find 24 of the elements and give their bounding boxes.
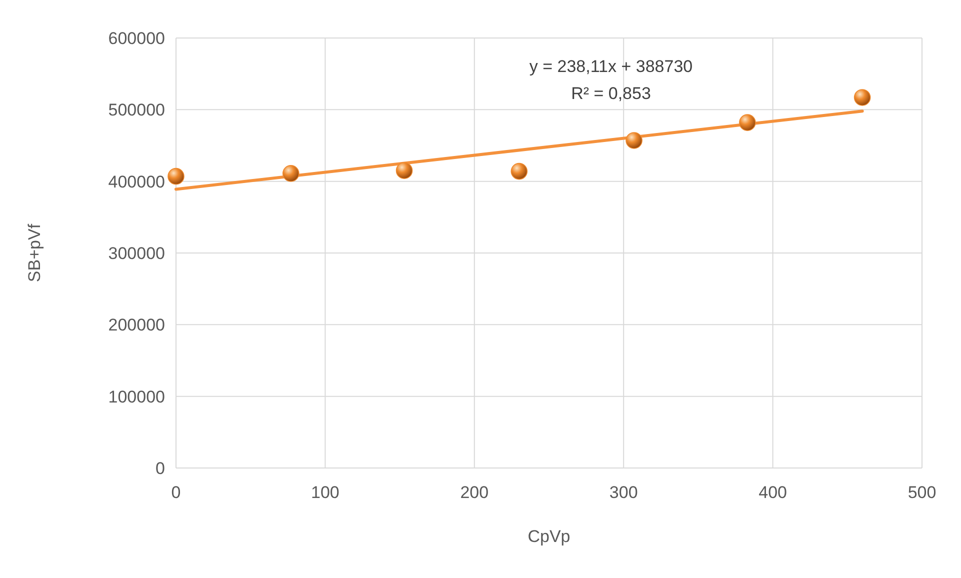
x-tick-label: 300 (609, 483, 638, 502)
x-tick-label: 100 (311, 483, 340, 502)
x-axis-title: CpVp (528, 527, 570, 546)
y-tick-label: 400000 (108, 172, 165, 192)
y-tick-label: 100000 (108, 387, 165, 406)
point (510, 162, 528, 180)
x-tick-label: 500 (908, 483, 936, 502)
x-tick-label: 200 (460, 483, 489, 502)
y-tick-label: 500000 (108, 100, 165, 120)
y-tick-label: 200000 (108, 316, 165, 335)
point (854, 89, 871, 106)
point (168, 168, 184, 185)
y-tick-label: 600000 (108, 29, 165, 48)
x-tick-label: 0 (171, 483, 181, 502)
annotation: R² = 0,853 (571, 84, 651, 103)
point (626, 132, 642, 149)
point (396, 162, 413, 179)
annotation: y = 238,11x + 388730 (529, 57, 693, 76)
y-tick-label: 0 (156, 459, 165, 478)
point (739, 114, 756, 131)
y-tick-label: 300000 (108, 244, 165, 263)
y-axis-title: SB+pVf (25, 224, 44, 282)
point (282, 165, 300, 182)
x-tick-label: 400 (758, 483, 787, 502)
